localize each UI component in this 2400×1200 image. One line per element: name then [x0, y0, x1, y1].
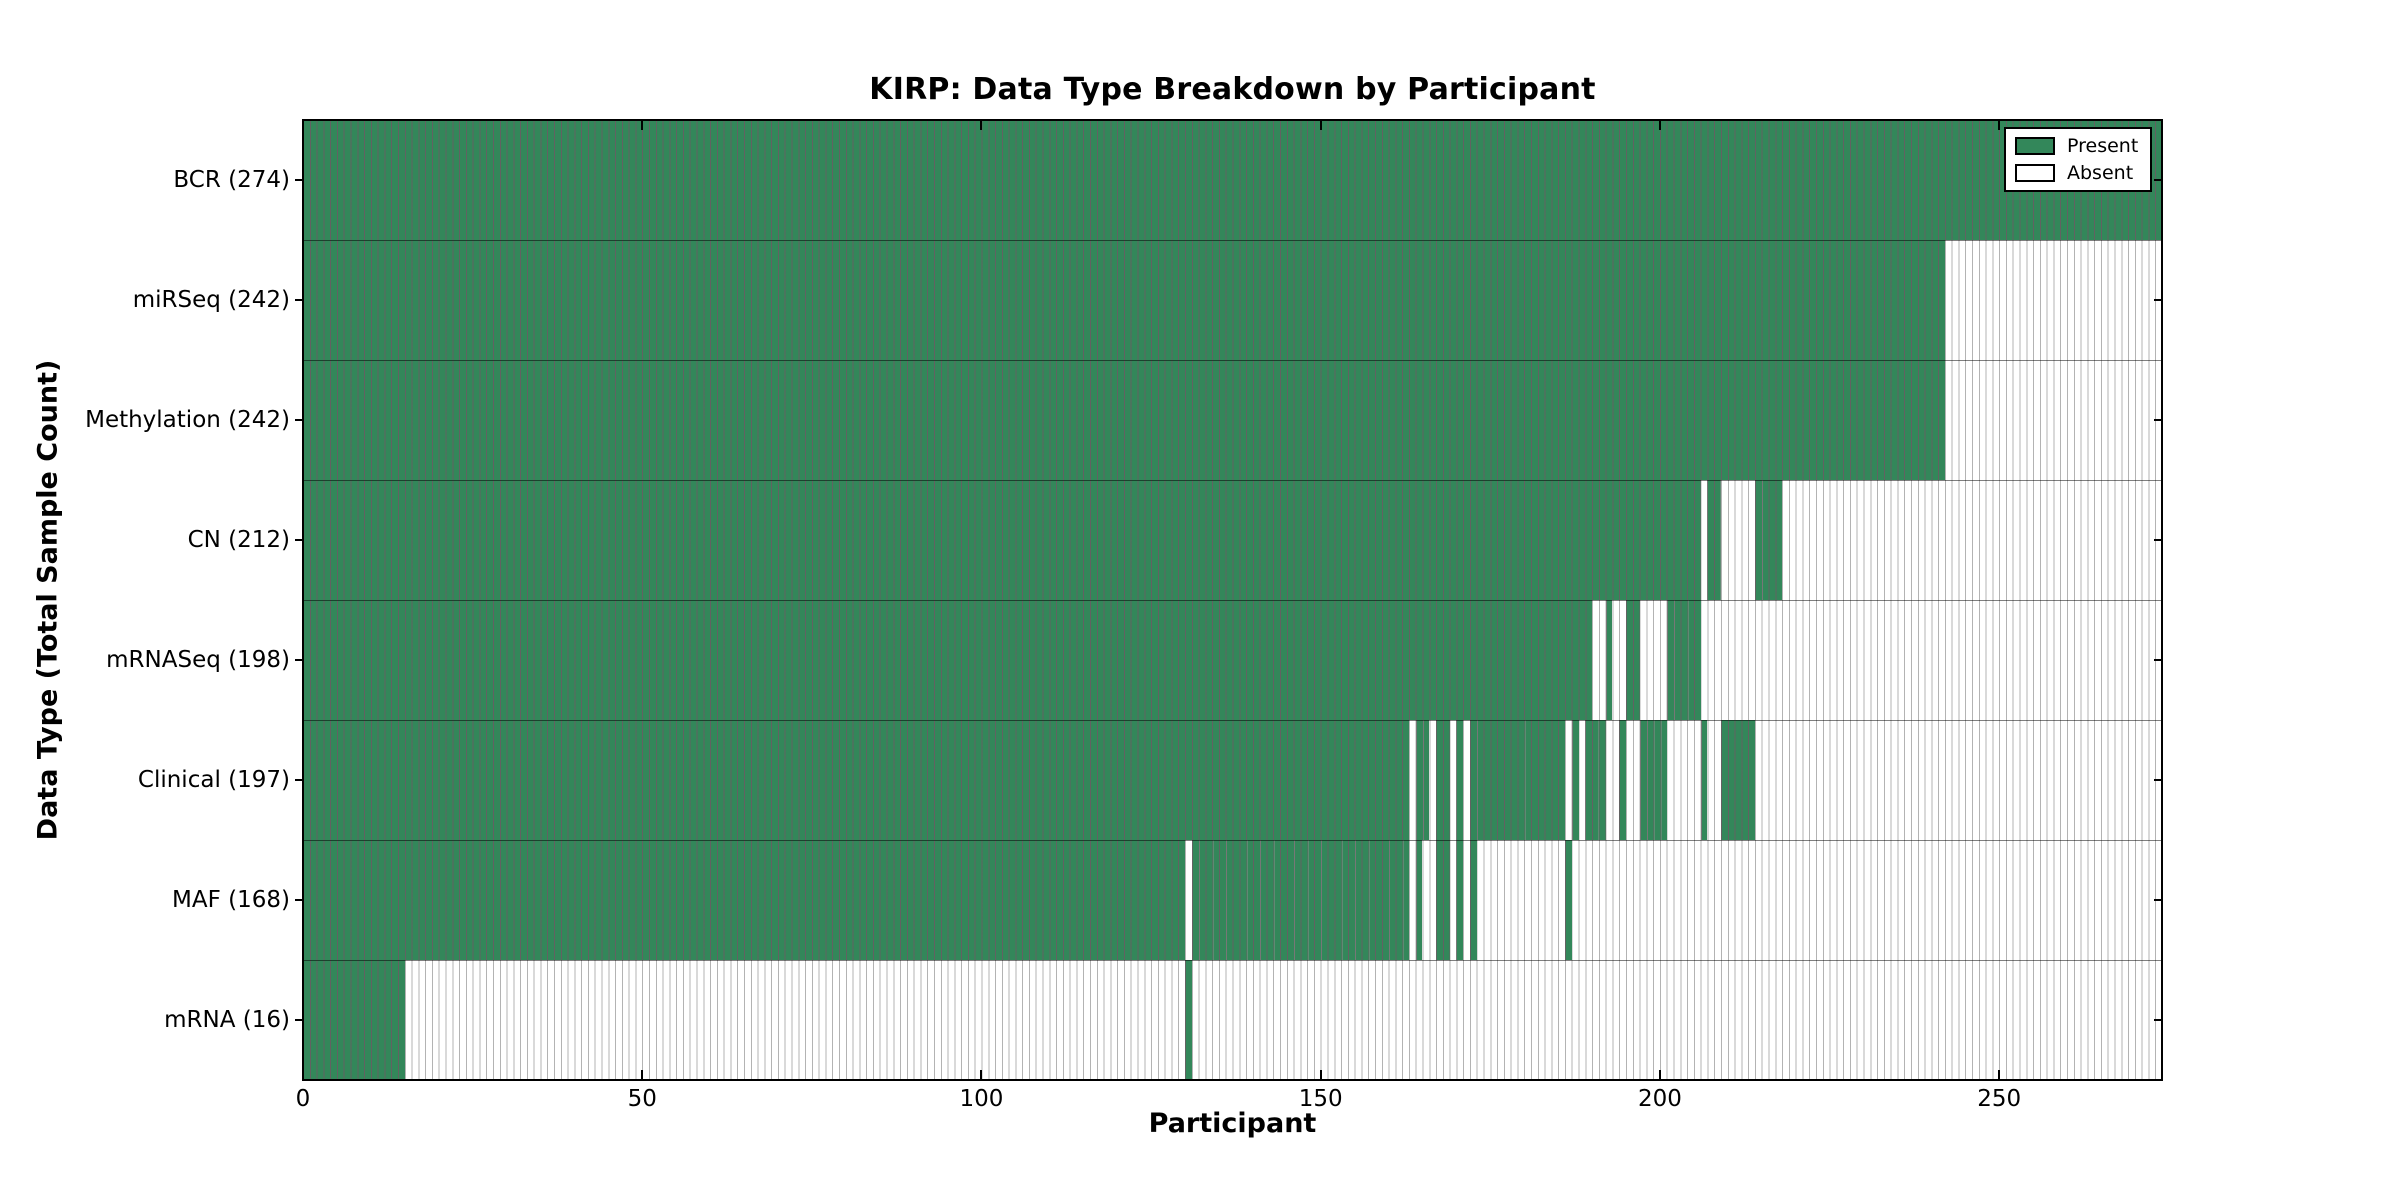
row-maf	[303, 840, 2162, 960]
x-tick-label: 100	[959, 1086, 1004, 1112]
x-tick-label: 0	[295, 1086, 311, 1112]
row-mirseq	[303, 240, 2162, 360]
x-tick-bottom	[980, 1070, 983, 1080]
row-bcr	[303, 120, 2162, 240]
x-tick-bottom	[1998, 1070, 2001, 1080]
x-tick-label: 150	[1298, 1086, 1343, 1112]
present-segment-clinical	[1639, 720, 1667, 840]
y-tick-right	[2154, 539, 2162, 541]
x-tick-bottom	[1658, 1070, 1661, 1080]
present-segment-clinical	[1619, 720, 1626, 840]
legend: Present Absent	[2004, 127, 2152, 192]
y-category-label-bcr: BCR (274)	[173, 167, 290, 193]
x-tick-bottom	[302, 1070, 304, 1080]
y-axis-title-text: Data Type (Total Sample Count)	[32, 359, 64, 841]
row-mrna	[303, 960, 2162, 1080]
y-tick-left	[295, 179, 302, 181]
row-clinical	[303, 720, 2162, 840]
present-segment-clinical	[1415, 720, 1430, 840]
present-segment-clinical	[1469, 720, 1565, 840]
legend-swatch-absent-icon	[2015, 164, 2055, 182]
present-segment-cn	[303, 480, 1701, 600]
x-tick-bottom	[641, 1070, 644, 1080]
y-category-label-mirseq: miRSeq (242)	[132, 287, 290, 313]
present-segment-maf	[1436, 840, 1450, 960]
present-segment-clinical	[1720, 720, 1755, 840]
y-tick-left	[295, 1019, 302, 1021]
y-tick-right	[2154, 779, 2162, 781]
present-segment-maf	[1191, 840, 1409, 960]
row-separator	[303, 479, 2162, 481]
x-axis-title: Participant	[1148, 1108, 1317, 1139]
y-tick-left	[295, 419, 302, 421]
y-tick-right	[2154, 419, 2162, 421]
row-cn	[303, 480, 2162, 600]
x-tick-label: 250	[1977, 1086, 2022, 1112]
present-segment-mrnaseq	[1605, 600, 1613, 720]
present-segment-mrna	[1185, 960, 1192, 1080]
row-separator	[303, 359, 2162, 361]
x-tick-top	[641, 120, 644, 130]
row-separator	[303, 239, 2162, 241]
present-segment-maf	[1415, 840, 1423, 960]
present-segment-mrnaseq	[1626, 600, 1640, 720]
x-tick-top	[1658, 120, 1661, 130]
row-separator	[303, 599, 2162, 601]
present-segment-cn	[1754, 480, 1783, 600]
y-category-label-maf: MAF (168)	[172, 887, 290, 913]
present-segment-clinical	[1571, 720, 1579, 840]
present-segment-maf	[303, 840, 1185, 960]
y-category-label-mrnaseq: mRNASeq (198)	[106, 647, 290, 673]
legend-entry-absent: Absent	[2015, 163, 2141, 183]
x-tick-label: 200	[1637, 1086, 1682, 1112]
present-segment-mrnaseq	[1666, 600, 1701, 720]
present-segment-mrna	[303, 960, 405, 1080]
x-tick-top	[302, 120, 304, 130]
present-segment-mirseq	[303, 240, 1945, 360]
y-category-label-mrna: mRNA (16)	[164, 1007, 290, 1033]
x-tick-bottom	[1319, 1070, 1322, 1080]
x-tick-top	[1319, 120, 1322, 130]
present-segment-clinical	[1456, 720, 1464, 840]
present-segment-maf	[1456, 840, 1464, 960]
present-segment-clinical	[1585, 720, 1606, 840]
y-tick-right	[2154, 179, 2162, 181]
row-methylation	[303, 360, 2162, 480]
present-segment-clinical	[1436, 720, 1450, 840]
present-segment-maf	[1564, 840, 1572, 960]
legend-swatch-present-icon	[2015, 137, 2055, 155]
y-category-label-clinical: Clinical (197)	[137, 767, 290, 793]
row-mrnaseq	[303, 600, 2162, 720]
y-tick-left	[295, 899, 302, 901]
present-segment-bcr	[303, 120, 2162, 240]
y-category-label-methylation: Methylation (242)	[85, 407, 290, 433]
legend-entry-present: Present	[2015, 136, 2141, 156]
plot-area: Present Absent	[295, 119, 2163, 1081]
x-tick-label: 50	[627, 1086, 657, 1112]
present-segment-mrnaseq	[303, 600, 1593, 720]
x-tick-top	[980, 120, 983, 130]
legend-label-present: Present	[2067, 135, 2139, 157]
row-separator	[303, 839, 2162, 841]
y-tick-left	[295, 299, 302, 301]
y-category-label-cn: CN (212)	[187, 527, 290, 553]
present-segment-cn	[1707, 480, 1721, 600]
y-tick-left	[295, 539, 302, 541]
y-tick-left	[295, 779, 302, 781]
legend-label-absent: Absent	[2067, 162, 2134, 184]
present-segment-methylation	[303, 360, 1945, 480]
chart-title: KIRP: Data Type Breakdown by Participant	[869, 72, 1596, 107]
y-tick-right	[2154, 1019, 2162, 1021]
row-separator	[303, 959, 2162, 961]
y-tick-left	[295, 659, 302, 661]
present-segment-clinical	[303, 720, 1409, 840]
y-tick-right	[2154, 659, 2162, 661]
present-segment-maf	[1469, 840, 1477, 960]
y-tick-right	[2154, 299, 2162, 301]
present-segment-clinical	[1700, 720, 1708, 840]
x-tick-top	[1998, 120, 2001, 130]
row-separator	[303, 719, 2162, 721]
y-tick-right	[2154, 899, 2162, 901]
